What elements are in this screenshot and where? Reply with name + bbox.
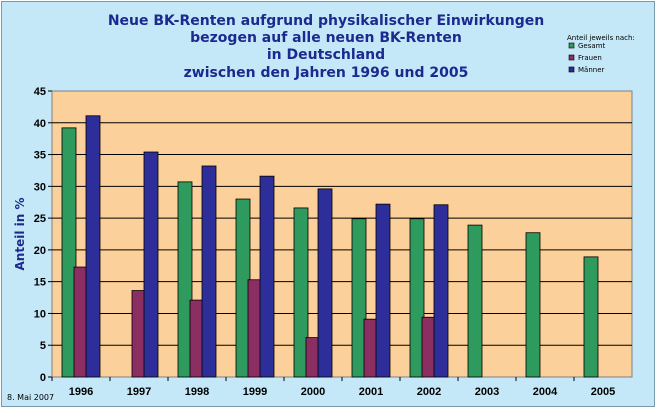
legend-swatch-männer (568, 66, 575, 73)
bar-gesamt-2004 (525, 232, 541, 378)
bar-männer-1998 (201, 165, 217, 378)
bars (61, 115, 599, 378)
y-tick-label: 25 (34, 213, 46, 225)
x-tick-label: 1996 (69, 386, 93, 398)
y-tick-label: 20 (34, 245, 46, 257)
y-tick-label: 45 (34, 86, 46, 98)
legend-label-gesamt: Gesamt (578, 42, 605, 50)
y-tick-label: 10 (34, 308, 46, 320)
bar-männer-2000 (317, 188, 333, 378)
bar-männer-1996 (85, 115, 101, 378)
legend-swatch-gesamt (568, 42, 575, 49)
x-tick-label: 2003 (475, 386, 499, 398)
y-axis-ticks: 0 5 10 15 20 25 30 35 40 45 (34, 86, 52, 384)
x-tick-label: 1998 (185, 386, 209, 398)
bar-gesamt-2003 (467, 224, 483, 378)
y-tick-label: 5 (40, 340, 46, 352)
legend-label-männer: Männer (578, 66, 605, 74)
y-tick-label: 35 (34, 150, 46, 162)
bar-männer-1997 (143, 151, 159, 378)
legend-label-frauen: Frauen (578, 54, 602, 62)
y-tick-label: 40 (34, 118, 46, 130)
y-tick-label: 0 (40, 372, 46, 384)
y-tick-label: 30 (34, 181, 46, 193)
bar-männer-2001 (375, 203, 391, 378)
y-tick-label: 15 (34, 277, 46, 289)
x-tick-label: 1997 (127, 386, 151, 398)
chart-title: Neue BK-Renten aufgrund physikalischer E… (108, 13, 544, 81)
title-line-2: bezogen auf alle neuen BK-Renten (190, 30, 462, 46)
legend-swatch-frauen (568, 54, 575, 61)
x-tick-label: 1999 (243, 386, 267, 398)
title-line-3: in Deutschland (267, 47, 385, 63)
bar-gesamt-2005 (583, 256, 599, 378)
bar-gesamt-2000 (293, 207, 309, 378)
bar-männer-2002 (433, 204, 449, 378)
x-axis-ticks: 1996 1997 1998 1999 2000 2001 2002 2003 2004 2005 (51, 377, 615, 398)
x-tick-label: 2004 (533, 386, 558, 398)
bar-gesamt-1998 (177, 181, 193, 378)
x-tick-label: 2001 (359, 386, 383, 398)
bar-gesamt-2002 (409, 218, 425, 378)
x-tick-label: 2000 (301, 386, 325, 398)
x-tick-label: 2005 (591, 386, 615, 398)
bar-gesamt-1996 (61, 127, 77, 378)
footnote-date: 8. Mai 2007 (7, 393, 54, 402)
legend-title: Anteil jeweils nach: (567, 34, 635, 42)
y-axis-label: Anteil in % (13, 198, 27, 271)
legend: Anteil jeweils nach: Gesamt Frauen Männer (567, 34, 635, 74)
bar-männer-1999 (259, 175, 275, 378)
title-line-1: Neue BK-Renten aufgrund physikalischer E… (108, 13, 544, 29)
title-line-4: zwischen den Jahren 1996 und 2005 (184, 65, 469, 81)
bar-gesamt-2001 (351, 218, 367, 378)
x-tick-label: 2002 (417, 386, 441, 398)
